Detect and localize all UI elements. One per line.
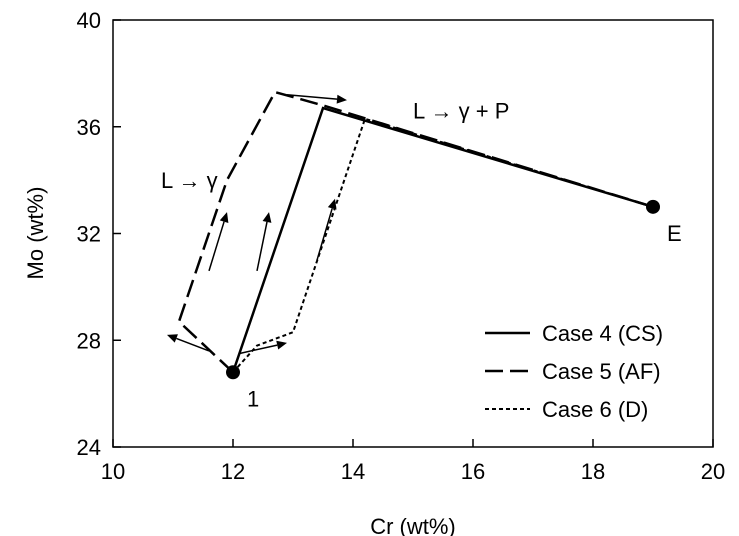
tick-layer: 10 12 14 16 18 20 24 28 32 36 40 <box>77 8 726 484</box>
legend-label: Case 4 (CS) <box>542 321 663 346</box>
x-tick-label: 12 <box>221 459 245 484</box>
x-axis-title: Cr (wt%) <box>370 514 456 536</box>
y-tick-label: 40 <box>77 8 101 33</box>
legend-label: Case 6 (D) <box>542 397 648 422</box>
annotation-label: L → γ + P <box>413 99 509 124</box>
direction-arrow <box>316 198 337 261</box>
series-layer <box>177 90 654 374</box>
series-line-2 <box>177 90 654 374</box>
marker-layer: 1E <box>226 199 682 411</box>
point-label: E <box>667 221 682 246</box>
y-tick-label: 28 <box>77 328 101 353</box>
point-marker <box>646 199 660 214</box>
direction-arrow <box>286 93 347 104</box>
annotation-layer: L → γ L → γ + P <box>161 99 509 193</box>
direction-arrow <box>208 212 229 272</box>
x-tick-label: 14 <box>341 459 365 484</box>
x-tick-label: 16 <box>461 459 485 484</box>
series-line-3 <box>232 117 654 373</box>
direction-arrow <box>167 334 210 352</box>
y-tick-label: 36 <box>77 115 101 140</box>
y-tick-label: 24 <box>77 435 101 460</box>
legend-label: Case 5 (AF) <box>542 359 661 384</box>
annotation-label: L → γ <box>161 168 218 193</box>
legend: Case 4 (CS) Case 5 (AF) Case 6 (D) <box>485 321 663 422</box>
x-tick-label: 18 <box>581 459 605 484</box>
y-axis-title: Mo (wt%) <box>23 187 48 280</box>
direction-arrow <box>238 340 287 355</box>
point-label: 1 <box>247 386 259 411</box>
x-tick-label: 10 <box>101 459 125 484</box>
arrow-layer <box>167 93 347 355</box>
plot-frame <box>112 19 714 448</box>
point-marker <box>226 365 240 380</box>
direction-arrow <box>256 212 272 272</box>
x-tick-label: 20 <box>701 459 725 484</box>
y-tick-label: 32 <box>77 222 101 247</box>
